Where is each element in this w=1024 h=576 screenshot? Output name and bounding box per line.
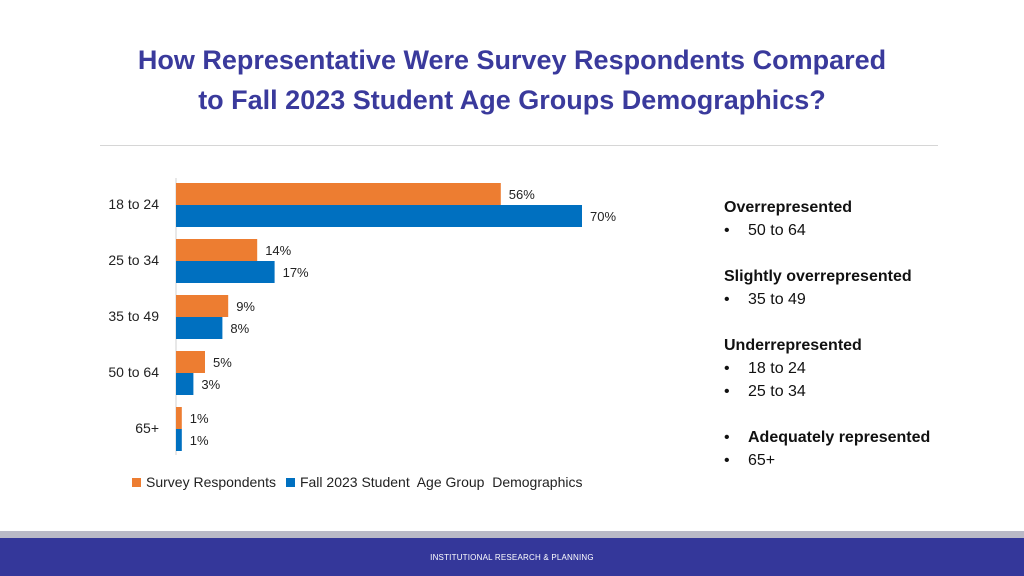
data-label: 56%: [509, 187, 535, 202]
list-item: • 35 to 49: [724, 288, 1014, 311]
bullet-glyph: •: [724, 222, 730, 239]
category-label: 65+: [135, 420, 159, 436]
category-label: 50 to 64: [108, 364, 159, 380]
underrepresented-heading: Underrepresented: [724, 337, 862, 354]
bar-fall-demographics: [176, 205, 582, 227]
data-label: 8%: [230, 321, 249, 336]
data-label: 9%: [236, 299, 255, 314]
list-item-text: 50 to 64: [748, 222, 806, 239]
list-item-text: 25 to 34: [748, 383, 806, 400]
bullet-glyph: •: [724, 383, 730, 400]
bar-fall-demographics: [176, 261, 275, 283]
data-label: 5%: [213, 355, 232, 370]
bullet-glyph: •: [724, 429, 730, 446]
list-item-text: 18 to 24: [748, 360, 806, 377]
footer-text: INSTITUTIONAL RESEARCH & PLANNING: [430, 552, 594, 562]
bar-fall-demographics: [176, 373, 194, 395]
footer-bar: INSTITUTIONAL RESEARCH & PLANNING: [0, 538, 1024, 576]
bar-survey-respondents: [176, 239, 258, 261]
slightly-overrepresented-heading: Slightly overrepresented: [724, 268, 912, 285]
list-item-text: 65+: [748, 452, 776, 469]
bullet-glyph: •: [724, 452, 730, 469]
data-label: 3%: [201, 377, 220, 392]
title-line-2: to Fall 2023 Student Age Groups Demograp…: [198, 85, 826, 115]
bar-survey-respondents: [176, 295, 229, 317]
data-label: 17%: [283, 265, 309, 280]
bullet-glyph: •: [724, 360, 730, 377]
category-label: 35 to 49: [108, 308, 159, 324]
chart-legend: Survey Respondents Fall 2023 Student Age…: [132, 474, 592, 490]
data-label: 14%: [265, 243, 291, 258]
legend-swatch-survey: [132, 477, 141, 487]
list-item: • Adequately represented: [724, 426, 1014, 449]
bar-survey-respondents: [176, 351, 205, 373]
legend-item-fall: Fall 2023 Student Age Group Demographics: [285, 474, 583, 490]
bar-survey-respondents: [176, 183, 501, 205]
bar-fall-demographics: [176, 429, 182, 451]
list-item: • 65+: [724, 449, 1014, 472]
title-divider: [100, 145, 938, 146]
category-label: 25 to 34: [108, 252, 159, 268]
page-title: How Representative Were Survey Responden…: [0, 40, 1024, 120]
list-item: • 25 to 34: [724, 380, 1014, 403]
title-line-1: How Representative Were Survey Responden…: [137, 45, 887, 75]
bar-fall-demographics: [176, 317, 223, 339]
category-label: 18 to 24: [108, 196, 159, 212]
list-item: • 50 to 64: [724, 219, 1014, 242]
data-label: 1%: [190, 433, 209, 448]
footer-stripe: [0, 531, 1024, 538]
adequately-represented-heading: Adequately represented: [748, 429, 931, 446]
legend-label-fall: Fall 2023 Student Age Group Demographics: [299, 474, 583, 490]
overrepresented-heading: Overrepresented: [724, 199, 853, 216]
list-item: • 18 to 24: [724, 357, 1014, 380]
bar-survey-respondents: [176, 407, 182, 429]
data-label: 1%: [190, 411, 209, 426]
bullet-glyph: •: [724, 291, 730, 308]
legend-item-survey: Survey Respondents: [132, 474, 276, 490]
data-label: 70%: [590, 209, 616, 224]
list-item-text: 35 to 49: [748, 291, 806, 308]
legend-swatch-fall: [285, 477, 295, 487]
legend-label-survey: Survey Respondents: [146, 474, 276, 490]
representation-summary: Overrepresented • 50 to 64 Slightly over…: [724, 196, 1014, 472]
